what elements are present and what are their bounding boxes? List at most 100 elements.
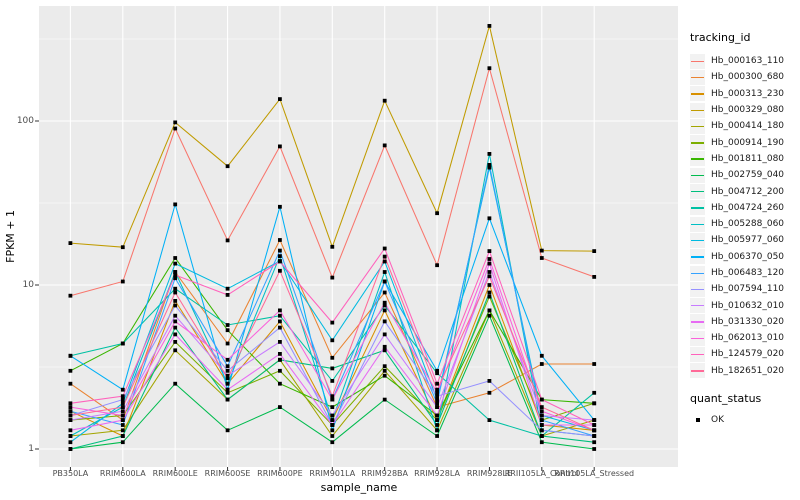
data-point-Hb_006483_120 (539, 418, 544, 422)
data-point-Hb_124579_020 (435, 381, 439, 386)
legend-item-Hb_000300_680: Hb_000300_680 (690, 69, 798, 85)
legend-item-Hb_010632_010: Hb_010632_010 (690, 297, 798, 314)
x-tick-label-RRIM928BA: RRIM928BA (361, 469, 408, 478)
legend-label: Hb_000914_190 (711, 137, 785, 148)
legend-key-swatch (690, 69, 705, 85)
data-point-Hb_006483_120 (278, 248, 282, 253)
legend-item-Hb_004724_260: Hb_004724_260 (690, 200, 798, 216)
legend-label: Hb_182651_020 (711, 365, 785, 376)
data-point-Hb_010632_010 (330, 413, 335, 418)
data-point-Hb_000329_080 (120, 245, 125, 250)
legend-label-ok: OK (711, 415, 724, 426)
data-point-Hb_031330_020 (120, 418, 125, 422)
data-point-Hb_000300_680 (382, 290, 387, 295)
data-point-Hb_124579_020 (487, 249, 492, 253)
legend-key-swatch (690, 249, 705, 265)
legend-label: Hb_010632_010 (711, 300, 785, 311)
x-tick-label-RRIM600SE: RRIM600SE (204, 469, 251, 478)
data-point-Hb_001811_080 (278, 381, 282, 386)
data-point-Hb_031330_020 (539, 423, 544, 427)
data-point-Hb_124579_020 (382, 246, 387, 251)
legend-item-Hb_002759_040: Hb_002759_040 (690, 167, 798, 183)
data-point-Hb_010632_010 (487, 270, 492, 274)
data-point-Hb_000163_110 (120, 279, 125, 284)
data-point-Hb_031330_020 (487, 261, 492, 266)
data-point-Hb_004724_260 (278, 313, 282, 318)
data-point-Hb_031330_020 (435, 413, 439, 418)
data-point-Hb_062013_010 (539, 409, 544, 414)
legend-label: Hb_004712_200 (711, 186, 785, 197)
data-point-Hb_005288_060 (382, 270, 387, 274)
x-tick-label-PB350LA: PB350LA (52, 469, 89, 478)
data-point-Hb_005288_060 (173, 270, 178, 274)
data-point-Hb_004712_200 (330, 366, 335, 371)
legend: tracking_id Hb_000163_110 Hb_000300_680 Hb… (690, 31, 798, 428)
data-point-Hb_004724_260 (173, 286, 178, 291)
data-point-Hb_005977_060 (382, 259, 387, 264)
data-point-Hb_000329_080 (330, 244, 335, 249)
data-point-Hb_006370_050 (68, 353, 73, 358)
data-point-Hb_010632_010 (278, 340, 282, 344)
legend-entries: Hb_000163_110 Hb_000300_680 Hb_000313_230 H… (690, 53, 798, 379)
legend-title-quant-status: quant_status (690, 391, 762, 405)
legend-label: Hb_000300_680 (711, 72, 785, 83)
legend-item-Hb_006483_120: Hb_006483_120 (690, 265, 798, 281)
data-point-Hb_031330_020 (225, 387, 230, 392)
data-point-Hb_010632_010 (435, 405, 439, 409)
y-axis-title-wrap: FPKM + 1 (2, 6, 18, 467)
legend-key-swatch (690, 363, 705, 379)
legend-label: Hb_000163_110 (711, 56, 785, 67)
data-point-Hb_182651_020 (539, 405, 544, 409)
data-point-Hb_124579_020 (68, 401, 73, 406)
data-point-Hb_000163_110 (539, 256, 544, 260)
data-point-Hb_182651_020 (278, 268, 282, 273)
data-point-Hb_006483_120 (435, 401, 439, 406)
legend-label: Hb_006483_120 (711, 268, 785, 278)
legend-item-Hb_000914_190: Hb_000914_190 (690, 134, 798, 151)
data-point-Hb_010632_010 (68, 418, 73, 422)
data-point-Hb_004724_260 (592, 390, 597, 395)
legend-label: Hb_124579_020 (711, 349, 785, 360)
data-point-Hb_010632_010 (539, 413, 544, 418)
data-point-Hb_000414_180 (330, 434, 335, 438)
data-point-Hb_005288_060 (330, 418, 335, 422)
legend-key-swatch (690, 53, 705, 69)
data-point-Hb_006483_120 (120, 423, 125, 427)
data-point-Hb_001811_080 (173, 256, 178, 260)
data-point-Hb_002759_040 (592, 447, 597, 451)
legend-key-swatch (690, 135, 705, 151)
data-point-Hb_004712_200 (435, 423, 439, 427)
data-point-Hb_006483_120 (68, 409, 73, 414)
legend-label: Hb_002759_040 (711, 170, 785, 181)
data-point-Hb_005288_060 (435, 428, 439, 433)
legend-item-Hb_124579_020: Hb_124579_020 (690, 346, 798, 362)
data-point-Hb_006370_050 (435, 368, 439, 373)
data-point-Hb_000163_110 (330, 275, 335, 280)
data-point-Hb_000300_680 (278, 238, 282, 242)
data-point-Hb_000914_190 (435, 418, 439, 422)
data-point-Hb_000163_110 (592, 275, 597, 279)
data-point-Hb_001811_080 (330, 405, 335, 409)
legend-key-swatch (690, 167, 705, 183)
x-axis-title: sample_name (320, 481, 398, 494)
data-point-Hb_002759_040 (487, 313, 492, 318)
data-point-Hb_006370_050 (487, 216, 492, 221)
data-point-Hb_000313_230 (487, 283, 492, 287)
legend-label: Hb_007594_110 (711, 284, 785, 295)
data-point-Hb_002759_040 (173, 381, 178, 386)
data-point-Hb_182651_020 (487, 274, 492, 279)
legend-title-tracking-id: tracking_id (690, 31, 751, 44)
data-point-Hb_000914_190 (278, 368, 282, 373)
legend-key-swatch (690, 184, 705, 200)
data-point-Hb_182651_020 (68, 413, 73, 418)
data-point-Hb_010632_010 (382, 332, 387, 337)
data-point-Hb_004724_260 (330, 379, 335, 383)
data-point-Hb_000329_080 (68, 241, 73, 245)
legend-key-swatch (690, 216, 705, 232)
data-point-Hb_004724_260 (382, 303, 387, 308)
data-point-Hb_005977_060 (68, 440, 73, 445)
data-point-Hb_005977_060 (330, 338, 335, 343)
data-point-Hb_004712_200 (68, 447, 73, 451)
data-point-Hb_007594_110 (225, 368, 230, 373)
data-point-Hb_007594_110 (173, 303, 178, 308)
